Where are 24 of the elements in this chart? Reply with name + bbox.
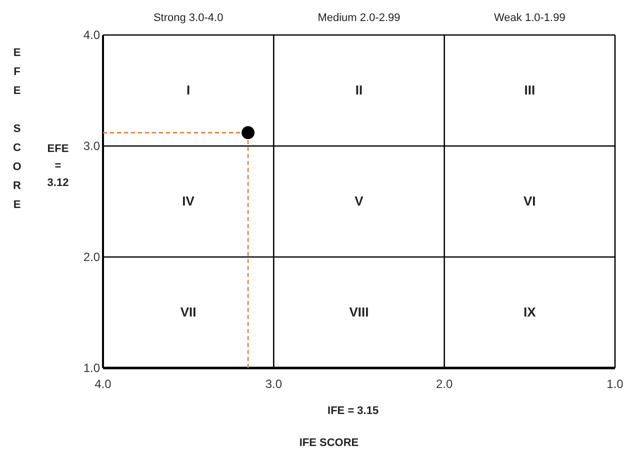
y-tick-label: 3.0: [83, 139, 100, 153]
y-tick-label: 4.0: [83, 28, 100, 42]
annotation: I: [186, 82, 190, 98]
annotation: IX: [524, 304, 536, 320]
annotation: IV: [182, 194, 195, 208]
text: IFE = 3.15: [328, 405, 379, 417]
x-tick-label: 1.0: [606, 377, 624, 391]
text: Strong 3.0-4.0: [153, 12, 224, 24]
x-axis-title: IFE SCORE: [299, 437, 359, 449]
x-tick-label: 4.0: [94, 377, 112, 391]
text: EFE = 3.12: [47, 143, 69, 189]
annotation: III: [524, 82, 536, 98]
annotation: II: [355, 82, 363, 98]
text: Medium 2.0-2.99: [318, 12, 400, 24]
y-tick-label: 2.0: [83, 250, 100, 264]
text: Weak 1.0-1.99: [494, 12, 566, 24]
x-tick-label: 2.0: [436, 377, 453, 391]
y-tick-label: 1.0: [83, 361, 100, 375]
annotation: VII: [180, 304, 196, 320]
annotation: VIII: [349, 304, 369, 320]
text: EFE SCORE: [12, 47, 22, 211]
x-tick-label: 3.0: [265, 377, 282, 391]
annotation: V: [354, 194, 364, 208]
annotation: VI: [524, 194, 536, 208]
